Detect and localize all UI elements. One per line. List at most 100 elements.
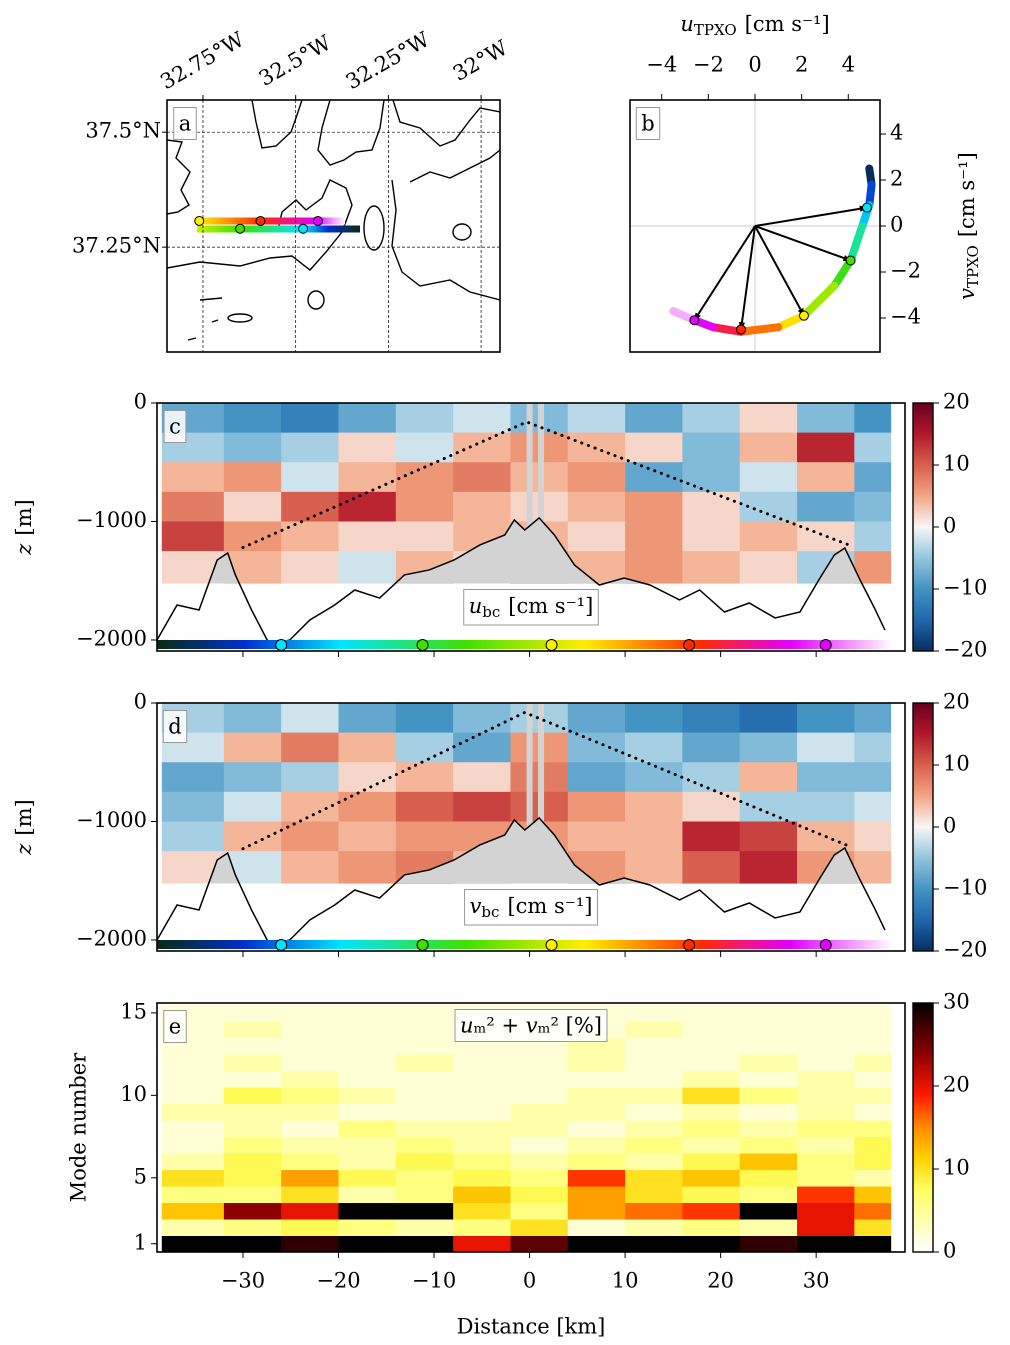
axis-label: vbc [cm s⁻¹] <box>470 894 593 922</box>
heatmap-cell <box>739 1021 798 1039</box>
colorbar-tick-label: 0 <box>943 814 956 838</box>
track-marker <box>683 639 696 651</box>
seafloor-mask <box>208 517 862 584</box>
heatmap-cell <box>567 1219 626 1237</box>
heatmap-cell <box>567 403 626 434</box>
heatmap-cell <box>338 1004 397 1022</box>
track-marker <box>683 939 696 951</box>
track-marker <box>275 939 288 951</box>
heatmap-cell <box>338 1087 397 1105</box>
heatmap-cell <box>797 1235 855 1252</box>
label-box <box>454 1009 608 1042</box>
heatmap-cell <box>281 1235 340 1252</box>
heatmap-cell <box>281 1070 340 1088</box>
heatmap-cell <box>338 551 397 584</box>
heatmap-cell <box>567 1202 626 1220</box>
heatmap-cell <box>739 1120 798 1138</box>
label-unit: [cm s⁻¹] <box>955 152 979 237</box>
heatmap-cell <box>739 551 798 584</box>
heatmap-cell <box>453 1153 511 1171</box>
heatmap-cell <box>223 821 282 852</box>
heatmap-cell <box>682 1169 741 1187</box>
x-tick-label: −20 <box>316 1269 360 1293</box>
heatmap-cell <box>625 791 683 822</box>
heatmap-cell <box>797 1202 855 1220</box>
heatmap-cell <box>453 1219 511 1237</box>
label-unit: [cm s⁻¹] <box>508 594 593 618</box>
heatmap-cell <box>797 1153 855 1171</box>
y-tick-label: −2000 <box>76 926 147 950</box>
heatmap-cell <box>281 1021 340 1039</box>
heatmap-cell <box>567 1054 626 1072</box>
heatmap-cell <box>625 821 683 852</box>
heatmap-cell <box>682 851 741 884</box>
heatmap-cell <box>223 521 282 552</box>
heatmap-cell <box>338 1037 397 1055</box>
heatmap-cell <box>625 1153 683 1171</box>
heatmap-cell <box>453 1120 511 1138</box>
heatmap-cell <box>281 432 340 463</box>
x-tick-label: 0 <box>748 53 761 77</box>
heatmap-cell <box>625 732 683 763</box>
heatmap-cell <box>395 1169 454 1187</box>
label-unit: [cm s⁻¹] <box>507 894 592 918</box>
heatmap-cell <box>797 1186 855 1204</box>
x-tick-label: −10 <box>412 1269 456 1293</box>
hodograph-curve <box>830 256 855 290</box>
heatmap-cell <box>161 462 225 493</box>
heatmap-cell <box>338 403 397 434</box>
heatmap-cell <box>395 403 454 434</box>
heatmap-cell <box>682 1103 741 1121</box>
heatmap-cell <box>338 791 397 822</box>
heatmap-cell <box>453 491 511 522</box>
heatmap-cell <box>854 703 892 734</box>
heatmap-cell <box>395 521 454 552</box>
heatmap-cell <box>395 791 454 822</box>
heatmap-cell <box>739 791 798 822</box>
data-gap <box>526 703 533 884</box>
track-marker <box>235 223 246 234</box>
heatmap-cell <box>854 1235 892 1252</box>
heatmap-cell <box>338 491 397 522</box>
y-tick-label: 37.25°N <box>72 234 161 258</box>
heatmap-cell <box>739 1103 798 1121</box>
heatmap-cell <box>281 791 340 822</box>
ray-path <box>241 710 852 851</box>
heatmap-cell <box>510 1153 569 1171</box>
heatmap-cell <box>395 1120 454 1138</box>
data-gap <box>538 703 545 884</box>
y-tick-label: −2000 <box>76 626 147 650</box>
heatmap-cell <box>395 491 454 522</box>
label-box <box>464 889 598 926</box>
x-tick-label: 2 <box>795 53 808 77</box>
heatmap-cell <box>338 703 397 734</box>
y-tick-label: −4 <box>890 304 921 328</box>
heatmap-cell <box>338 1186 397 1204</box>
heatmap-cell <box>797 1219 855 1237</box>
heatmap-cell <box>281 703 340 734</box>
heatmap-cell <box>854 521 892 552</box>
heatmap-cell <box>739 432 798 463</box>
heatmap-cell <box>510 1103 569 1121</box>
hodograph-curve <box>846 222 867 265</box>
heatmap-cell <box>625 462 683 493</box>
axes-frame <box>156 402 906 652</box>
heatmap-cell <box>625 1136 683 1154</box>
heatmap-cell <box>854 1037 892 1055</box>
arrow <box>754 225 852 262</box>
heatmap-cell <box>395 1070 454 1088</box>
heatmap-cell <box>682 821 741 852</box>
label-box <box>463 589 599 626</box>
heatmap-cell <box>223 1087 282 1105</box>
heatmap-cell <box>567 1153 626 1171</box>
heatmap-cell <box>281 1054 340 1072</box>
heatmap-cell <box>854 1186 892 1204</box>
heatmap-cell <box>223 1136 282 1154</box>
heatmap-cell <box>797 1021 855 1039</box>
heatmap-cell <box>510 1219 569 1237</box>
colorbar-tick-label: 10 <box>943 752 970 776</box>
heatmap-cell <box>281 821 340 852</box>
panel-label: d <box>168 715 181 739</box>
heatmap-cell <box>854 432 892 463</box>
axes-frame <box>156 702 906 952</box>
